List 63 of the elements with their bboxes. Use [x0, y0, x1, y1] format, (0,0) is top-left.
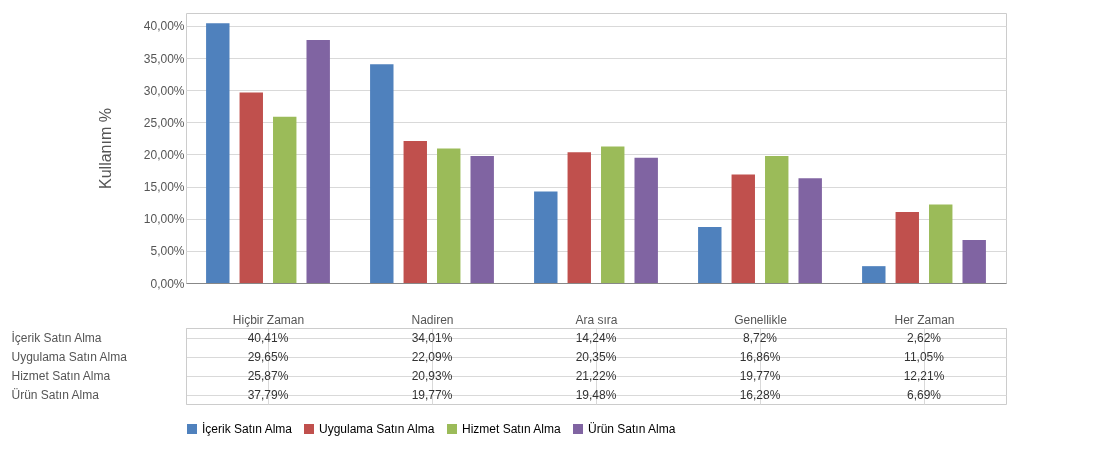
text: Ürün Satın Alma: [11, 388, 99, 402]
bar: [798, 178, 822, 283]
x-tick-label: Nadiren: [411, 312, 454, 327]
y-tick-label: 15,00%: [143, 180, 185, 195]
data-label: 40,41%: [247, 330, 289, 345]
y-tick-label: 40,00%: [143, 19, 185, 34]
bar: [731, 174, 755, 283]
x-tick-label: Genellikle: [734, 312, 788, 327]
data-label: 25,87%: [247, 368, 289, 383]
data-label: 34,01%: [411, 330, 453, 345]
data-label: 22,09%: [411, 349, 453, 364]
data-label: 16,86%: [739, 349, 781, 364]
bar: [601, 146, 625, 283]
data-label: 8,72%: [742, 330, 778, 345]
bar: [370, 64, 394, 283]
bar: [470, 155, 494, 283]
x-tick-label: Her Zaman: [894, 312, 955, 327]
bar: [206, 23, 230, 283]
legend-label: İçerik Satın Alma: [202, 422, 293, 436]
bar: [273, 116, 297, 283]
data-label: 37,79%: [247, 387, 289, 402]
bar: [306, 40, 330, 283]
data-label: 14,24%: [575, 330, 617, 345]
text: İçerik Satın Alma: [11, 331, 102, 345]
bar: [239, 92, 263, 283]
data-label: 11,05%: [904, 349, 945, 364]
data-label: 2,62%: [906, 330, 942, 345]
y-tick-label: 10,00%: [143, 212, 185, 227]
y-tick-label: 20,00%: [143, 147, 185, 162]
data-label: 16,28%: [739, 387, 781, 402]
bar: [534, 191, 558, 283]
bar: [962, 239, 986, 283]
legend-label: Hizmet Satın Alma: [462, 422, 562, 436]
data-label: 19,48%: [575, 387, 617, 402]
bar: [403, 140, 427, 283]
data-label: 20,93%: [411, 368, 453, 383]
legend-label: Ürün Satın Alma: [588, 422, 676, 436]
legend-label: Uygulama Satın Alma: [319, 422, 435, 436]
bar: [634, 157, 658, 283]
data-label: 6,69%: [906, 387, 942, 402]
data-label: 29,65%: [247, 349, 289, 364]
x-tick-label: Hiçbir Zaman: [232, 312, 305, 327]
bar: [765, 155, 789, 283]
y-axis-title: Kullanım %: [96, 108, 114, 189]
data-label: 12,21%: [903, 368, 945, 383]
data-label: 19,77%: [411, 387, 453, 402]
bar: [567, 152, 591, 283]
bar: [862, 266, 886, 283]
bar: [895, 211, 919, 283]
data-label: 20,35%: [575, 349, 617, 364]
bar: [698, 226, 722, 283]
text: Hizmet Satın Alma: [11, 369, 111, 383]
bar: [929, 204, 953, 283]
x-tick-label: Ara sıra: [575, 312, 618, 327]
y-tick-label: 25,00%: [143, 115, 185, 130]
y-tick-label: 5,00%: [150, 244, 185, 259]
text: Uygulama Satın Alma: [11, 350, 127, 364]
bar: [437, 148, 461, 283]
y-tick-label: 35,00%: [143, 51, 185, 66]
data-label: 19,77%: [739, 368, 781, 383]
data-label: 21,22%: [575, 368, 617, 383]
y-tick-label: 0,00%: [150, 276, 185, 291]
y-tick-label: 30,00%: [143, 83, 185, 98]
